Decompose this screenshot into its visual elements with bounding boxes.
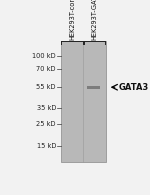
Bar (61, 41, 106, 161)
Text: 25 kD: 25 kD (36, 121, 56, 127)
Text: GATA3: GATA3 (118, 83, 148, 92)
Text: 70 kD: 70 kD (36, 66, 56, 72)
Text: 100 kD: 100 kD (32, 53, 56, 59)
Text: HEK293T-GATA3: HEK293T-GATA3 (92, 0, 98, 40)
Text: 55 kD: 55 kD (36, 84, 56, 90)
Bar (87, 86, 100, 89)
Text: 35 kD: 35 kD (37, 105, 56, 111)
Text: 15 kD: 15 kD (37, 143, 56, 149)
Text: HEK293T-control: HEK293T-control (69, 0, 75, 40)
